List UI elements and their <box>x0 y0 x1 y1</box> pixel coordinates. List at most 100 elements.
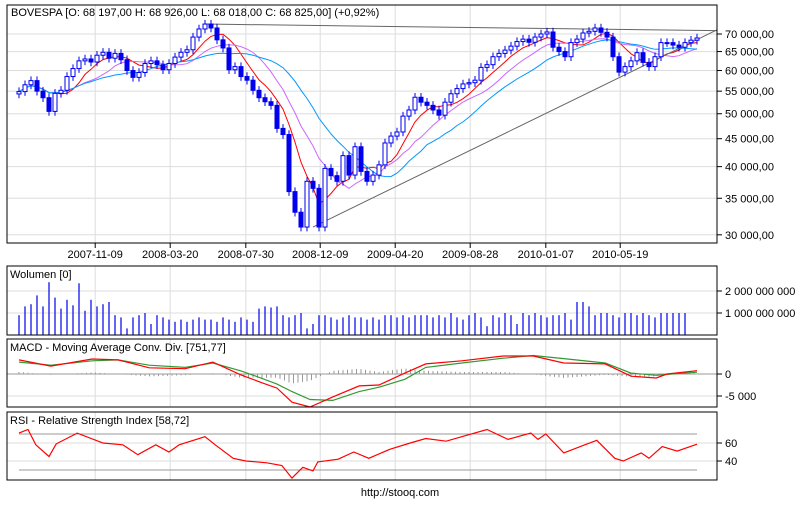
candle-body <box>256 89 262 99</box>
rsi-title: RSI - Relative Strength Index [58,72] <box>10 415 189 427</box>
candle-body <box>184 49 190 53</box>
candle-body <box>394 131 400 137</box>
y-tick-label: 70 000,00 <box>725 29 774 41</box>
candle-body <box>688 39 694 44</box>
candle-body <box>400 115 406 133</box>
candle-body <box>586 30 592 34</box>
y-tick-label: 0 <box>725 369 731 381</box>
candle-body <box>652 56 658 68</box>
candle-body <box>196 28 202 38</box>
x-tick-label: 2010-01-07 <box>518 249 574 261</box>
candle-body <box>520 38 526 43</box>
candle-body <box>580 32 586 40</box>
candle-body <box>466 82 472 85</box>
candle-body <box>34 80 40 92</box>
candle-body <box>502 49 508 54</box>
candle-body <box>40 90 46 99</box>
candle-body <box>244 76 250 81</box>
candle-body <box>406 109 412 117</box>
candle-body <box>418 96 424 103</box>
candle-body <box>292 191 298 213</box>
candle-body <box>412 96 418 111</box>
candle-body <box>106 51 112 59</box>
x-tick-label: 2007-11-09 <box>67 249 122 261</box>
source-link[interactable]: http://stooq.com <box>361 487 439 499</box>
candle-body <box>430 104 436 111</box>
y-tick-label: 50 000,00 <box>725 109 774 121</box>
candle-body <box>352 146 358 176</box>
rsi-line <box>18 428 698 479</box>
candle-body <box>124 59 130 72</box>
y-tick-label: 60 000,00 <box>725 66 774 78</box>
y-tick-label: 35 000,00 <box>725 193 774 205</box>
candle-body <box>88 58 94 63</box>
candle-body <box>178 51 184 58</box>
candle-body <box>490 56 496 66</box>
candle-body <box>364 170 370 182</box>
candle-body <box>250 79 256 91</box>
y-tick-label: 2 000 000 000 <box>725 286 795 298</box>
candle-body <box>574 38 580 44</box>
candle-body <box>64 76 70 91</box>
y-tick-label: 65 000,00 <box>725 47 774 59</box>
y-tick-label: 1 000 000 000 <box>725 308 795 320</box>
candle-body <box>550 31 556 48</box>
panel-frame <box>6 4 718 244</box>
candle-body <box>166 63 172 71</box>
candle-body <box>46 97 52 112</box>
candle-body <box>472 79 478 84</box>
candle-body <box>160 64 166 71</box>
x-tick-label: 2008-07-30 <box>218 249 274 261</box>
candle-body <box>274 104 280 129</box>
candle-body <box>442 101 448 116</box>
candle-body <box>544 31 550 35</box>
macd-line <box>18 355 698 408</box>
x-tick-label: 2008-03-20 <box>142 249 198 261</box>
candle-body <box>526 38 532 43</box>
candle-body <box>670 42 676 46</box>
candle-body <box>616 56 622 73</box>
candle-body <box>496 52 502 58</box>
candle-body <box>592 27 598 32</box>
candle-body <box>598 27 604 33</box>
candle-body <box>16 91 22 95</box>
candle-body <box>538 33 544 38</box>
candle-body <box>610 36 616 58</box>
candle-body <box>436 109 442 116</box>
candle-body <box>148 60 154 65</box>
candle-body <box>154 60 160 66</box>
candle-body <box>310 180 316 189</box>
y-tick-label: 55 000,00 <box>725 86 774 98</box>
candle-body <box>694 37 700 41</box>
candle-body <box>70 68 76 78</box>
candle-body <box>376 164 382 176</box>
candle-body <box>76 60 82 70</box>
candle-body <box>172 56 178 65</box>
candle-body <box>628 60 634 68</box>
x-tick-label: 2009-04-20 <box>367 249 423 261</box>
candle-body <box>358 146 364 172</box>
candle-body <box>454 88 460 95</box>
y-tick-label: 45 000,00 <box>725 134 774 146</box>
candle-body <box>658 42 664 58</box>
candle-body <box>316 187 322 228</box>
candle-body <box>220 39 226 49</box>
candle-body <box>460 83 466 90</box>
candle-body <box>346 155 352 176</box>
candle-body <box>238 66 244 78</box>
rsi-panel: 40 60 <box>18 428 737 479</box>
candle-body <box>208 23 214 29</box>
candle-body <box>556 46 562 53</box>
candle-body <box>340 155 346 182</box>
y-tick-label: 40 <box>725 456 737 468</box>
x-tick-label: 2009-08-28 <box>442 249 498 261</box>
candle-body <box>232 66 238 71</box>
y-tick-label: 60 <box>725 438 737 450</box>
candle-body <box>190 36 196 51</box>
candle-body <box>94 54 100 63</box>
candle-body <box>682 42 688 48</box>
candle-body <box>508 45 514 51</box>
candle-body <box>322 167 328 228</box>
candle-body <box>268 101 274 106</box>
